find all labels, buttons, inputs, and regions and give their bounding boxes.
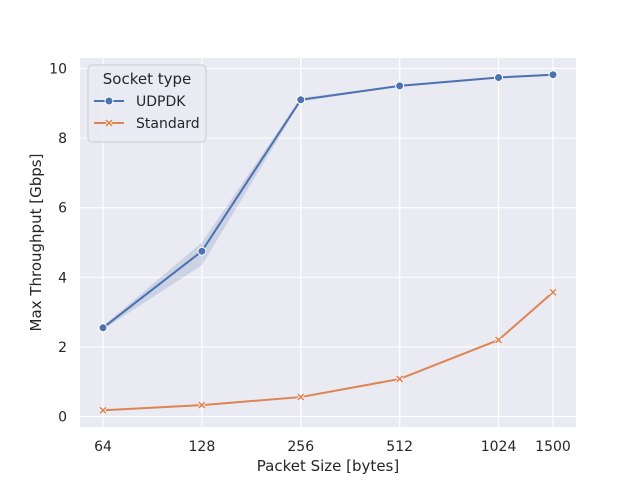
- series-markers: [98, 70, 558, 415]
- grid: [80, 58, 576, 427]
- series-line: [102, 73, 554, 329]
- x-tick-label: 1500: [535, 439, 571, 455]
- y-tick-label: 10: [49, 61, 67, 77]
- legend-label: UDPDK: [136, 94, 186, 110]
- x-tick-labels: 64 128 256 512 1024 1500: [94, 439, 571, 455]
- circle-marker: [296, 95, 306, 105]
- y-tick-label: 0: [58, 410, 67, 426]
- x-tick-label: 256: [287, 439, 314, 455]
- x-marker-stroke: [198, 401, 206, 409]
- series-lines: [102, 73, 554, 412]
- x-marker: [494, 335, 503, 345]
- series-line: [102, 291, 554, 412]
- legend-item: Standard: [94, 116, 200, 132]
- y-tick-label: 2: [58, 340, 67, 356]
- circle-marker: [494, 72, 504, 82]
- x-marker-stroke: [396, 375, 404, 383]
- x-marker: [395, 374, 404, 384]
- y-tick-label: 8: [58, 131, 67, 147]
- circle-marker: [98, 323, 108, 333]
- x-marker: [98, 406, 108, 415]
- circle-marker: [197, 246, 207, 256]
- x-tick-label: 128: [189, 439, 216, 455]
- x-marker: [296, 392, 305, 402]
- y-axis-label: Max Throughput [Gbps]: [27, 154, 45, 332]
- x-marker-stroke: [494, 336, 503, 344]
- legend-label: Standard: [136, 116, 200, 132]
- x-marker: [104, 118, 114, 128]
- legend: Socket type UDPDK Standard: [87, 64, 207, 143]
- circle-marker: [548, 70, 558, 80]
- x-axis-label: Packet Size [bytes]: [257, 457, 399, 475]
- legend-title: Socket type: [103, 70, 191, 88]
- x-marker-stroke: [297, 393, 305, 401]
- x-tick-label: 1024: [481, 439, 517, 455]
- legend-item: UDPDK: [94, 94, 186, 110]
- legend-items: UDPDK Standard: [94, 94, 200, 132]
- x-marker-stroke: [99, 406, 107, 414]
- x-tick-label: 512: [386, 439, 413, 455]
- y-tick-labels: 0 2 4 6 8 10: [49, 61, 67, 425]
- y-tick-label: 6: [58, 201, 67, 217]
- x-marker-stroke: [549, 288, 557, 296]
- x-marker-stroke: [105, 119, 113, 127]
- circle-marker: [395, 81, 405, 91]
- x-marker: [197, 400, 207, 410]
- circle-marker: [104, 96, 114, 106]
- y-tick-label: 4: [58, 270, 67, 286]
- x-marker: [548, 288, 558, 297]
- x-tick-label: 64: [94, 439, 112, 455]
